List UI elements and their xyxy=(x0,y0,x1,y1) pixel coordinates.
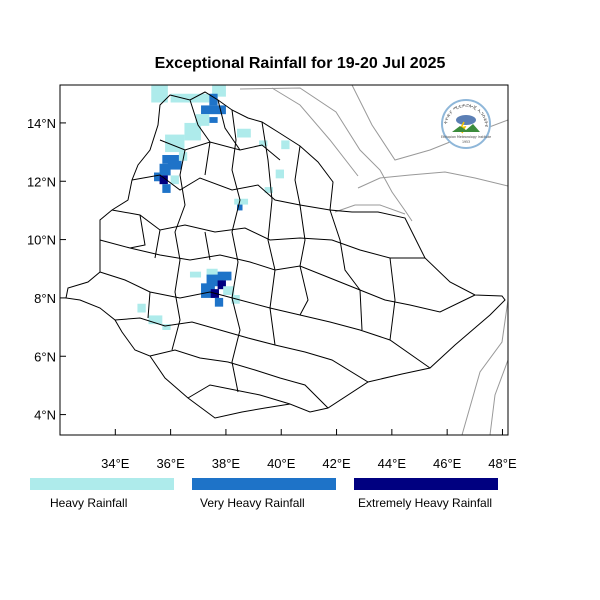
rainfall-cell-12 xyxy=(159,163,171,176)
y-tick-label: 10°N xyxy=(27,233,56,248)
y-tick-label: 12°N xyxy=(27,174,56,189)
eritrea-coast xyxy=(239,87,413,222)
y-tick-label: 4°N xyxy=(34,408,56,423)
rainfall-cell-1 xyxy=(170,93,210,103)
rainfall-cell-11 xyxy=(167,160,182,170)
rainfall-cell-0 xyxy=(151,85,168,103)
map-title: Exceptional Rainfall for 19-20 Jul 2025 xyxy=(154,55,446,72)
rainfall-cell-2 xyxy=(212,85,226,97)
rainfall-cell-21 xyxy=(234,198,249,205)
rainfall-cell-3 xyxy=(209,93,218,106)
region-border-6 xyxy=(114,317,369,383)
region-border-7 xyxy=(149,349,329,409)
region-border-12 xyxy=(294,145,309,316)
rainfall-cell-25 xyxy=(217,271,232,281)
rainfall-cell-19 xyxy=(281,140,290,150)
region-border-14 xyxy=(329,209,396,341)
rainfall-cell-4 xyxy=(201,105,226,115)
x-axis: 34°E 36°E 38°E 40°E 42°E 44°E 46°E 48°E xyxy=(101,429,517,471)
rainfall-cell-22 xyxy=(236,204,243,211)
rainfall-cell-31 xyxy=(223,286,235,295)
y-axis: 4°N 6°N 8°N 10°N 12°N 14°N xyxy=(27,116,66,423)
djibouti-border xyxy=(334,204,406,215)
legend: Heavy Rainfall Very Heavy Rainfall Extreme… xyxy=(30,478,498,510)
rainfall-cell-24 xyxy=(206,268,218,278)
region-border-5 xyxy=(99,271,431,369)
rainfall-cell-23 xyxy=(264,187,273,193)
region-border-4 xyxy=(99,239,476,313)
region-border-11 xyxy=(261,121,276,346)
rainfall-cell-32 xyxy=(231,295,240,304)
rainfall-cell-6 xyxy=(195,114,210,126)
rainfall-cell-14 xyxy=(154,172,160,182)
x-tick-label: 36°E xyxy=(156,456,185,471)
legend-swatch-2 xyxy=(354,478,498,490)
cloud-icon xyxy=(456,115,476,125)
x-tick-label: 40°E xyxy=(267,456,296,471)
rainfall-cell-16 xyxy=(170,175,179,185)
somalia-coast-2 xyxy=(489,359,508,435)
logo-year: 1953 xyxy=(462,140,470,144)
rainfall-cells xyxy=(137,85,290,330)
logo-subtitle: Ethiopian Meteorology Institute xyxy=(441,135,491,139)
x-tick-label: 34°E xyxy=(101,456,130,471)
rainfall-cell-9 xyxy=(178,152,188,161)
eritrea-inner xyxy=(271,87,359,177)
rainfall-cell-28 xyxy=(217,280,226,290)
region-border-8 xyxy=(187,384,291,405)
x-tick-label: 46°E xyxy=(433,456,462,471)
rainfall-cell-13 xyxy=(159,175,168,185)
rainfall-cell-30 xyxy=(214,297,224,307)
legend-swatch-1 xyxy=(192,478,336,490)
ethiopia-borders xyxy=(65,91,506,419)
plot-frame xyxy=(59,84,509,436)
region-border-3 xyxy=(111,209,425,259)
rainfall-cell-34 xyxy=(148,315,163,325)
rainfall-cell-33 xyxy=(189,271,202,278)
rainfall-cell-7 xyxy=(184,122,202,141)
rainfall-cell-10 xyxy=(162,155,179,164)
x-tick-label: 38°E xyxy=(212,456,241,471)
rainfall-cell-26 xyxy=(206,274,224,287)
rainfall-cell-17 xyxy=(236,128,251,138)
x-tick-label: 42°E xyxy=(322,456,351,471)
rainfall-cell-15 xyxy=(162,184,171,193)
y-tick-label: 14°N xyxy=(27,116,56,131)
gulf-aden-coast xyxy=(357,171,508,189)
rainfall-cell-20 xyxy=(275,169,284,179)
region-border-1 xyxy=(159,139,281,161)
legend-label-2: Extremely Heavy Rainfall xyxy=(358,496,492,510)
legend-swatch-0 xyxy=(30,478,174,490)
x-tick-label: 48°E xyxy=(488,456,517,471)
rainfall-cell-18 xyxy=(259,140,268,147)
legend-label-0: Heavy Rainfall xyxy=(50,496,127,510)
x-tick-label: 44°E xyxy=(378,456,407,471)
region-border-2 xyxy=(131,174,331,211)
somalia-coast xyxy=(461,299,508,435)
rainfall-cell-5 xyxy=(209,117,218,123)
legend-label-1: Very Heavy Rainfall xyxy=(200,496,305,510)
rainfall-cell-35 xyxy=(162,324,171,330)
region-border-10 xyxy=(231,109,241,393)
rainfall-cell-36 xyxy=(137,303,146,313)
ethiopian-meteorology-institute-logo: የኢትዮጵያ ሚቲዎሮሎጂ ኢንስቲትዩት Ethiopian Meteorol… xyxy=(441,99,491,149)
y-tick-label: 8°N xyxy=(34,291,56,306)
region-border-13 xyxy=(129,141,211,319)
region-border-9 xyxy=(171,149,186,351)
mountain-icon xyxy=(452,124,480,132)
ethiopia-outline xyxy=(65,91,506,419)
region-border-15 xyxy=(189,99,241,151)
y-tick-label: 6°N xyxy=(34,349,56,364)
